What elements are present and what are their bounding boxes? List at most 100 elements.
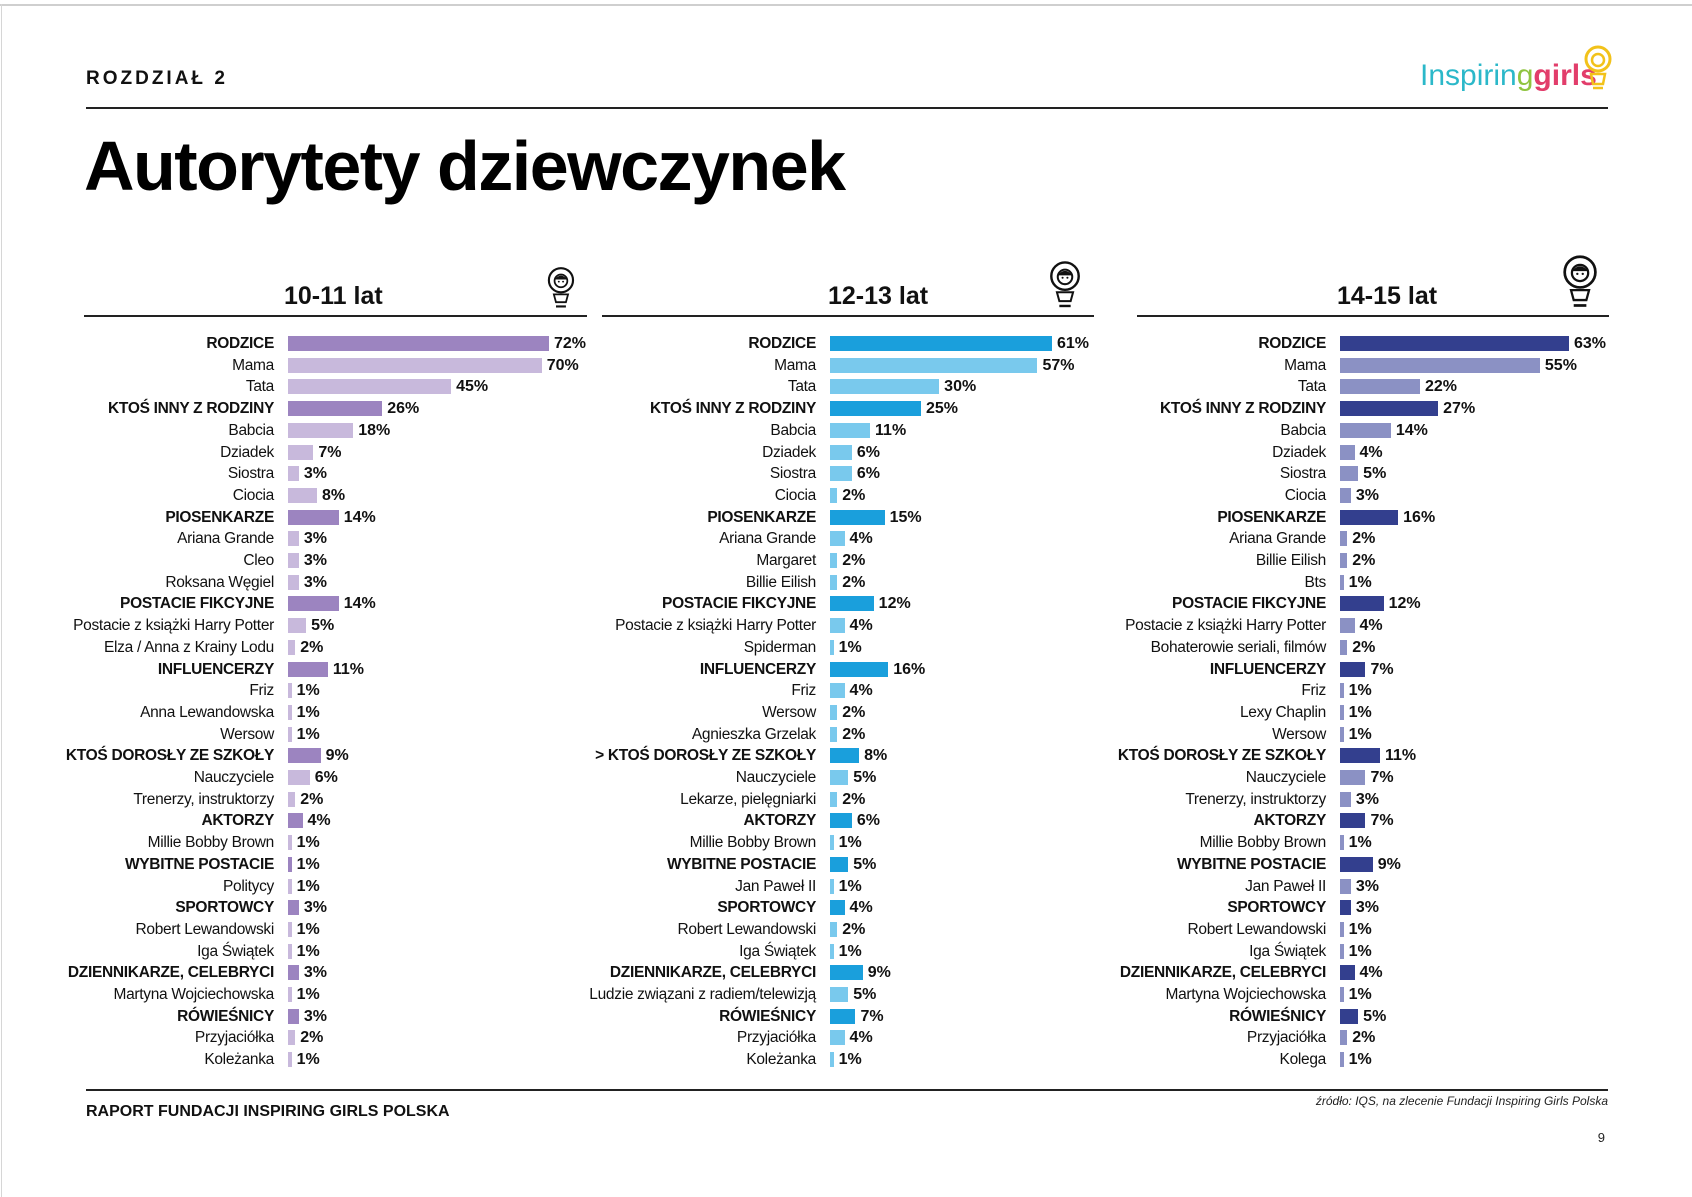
category-row: POSTACIE FIKCYJNE 12% [602,593,1104,614]
category-row: PIOSENKARZE 14% [84,507,597,528]
bar-value-label: 4% [849,899,873,917]
bar [1340,336,1569,351]
bar [288,444,314,460]
bar [288,466,299,482]
item-row: Postacie z książki Harry Potter 5% [73,615,597,636]
bar-value-label: 2% [1352,530,1376,548]
bar-label: Nauczyciele [735,769,817,786]
page-left-border [1,4,2,1197]
bar-value-label: 4% [849,617,873,635]
bar-label: KTOŚ INNY Z RODZINY [1160,400,1326,418]
bar-value-label: 4% [1359,617,1383,635]
page-top-border [0,4,1692,6]
bar-value-label: 4% [849,682,873,700]
bar-value-label: 1% [1348,1051,1372,1069]
bar-value-label: 2% [842,725,866,743]
logo-text-part1: Inspirin [1420,59,1517,92]
category-row: RÓWIEŚNICY 3% [84,1006,597,1027]
category-row: INFLUENCERZY 16% [602,659,1104,680]
bar-value-label: 1% [296,986,320,1003]
bar [1340,965,1355,981]
bar-value-label: 6% [856,443,880,461]
bar [830,574,838,590]
bar [830,596,874,612]
bar [830,835,834,851]
bar [288,509,339,525]
bar-value-label: 45% [456,378,489,396]
bar-label: DZIENNIKARZE, CELEBRYCI [1119,964,1326,982]
bar [830,531,845,547]
bar-value-label: 8% [322,486,346,504]
item-row: Siostra 5% [1137,463,1619,484]
bar-value-label: 55% [1544,356,1577,374]
bar-label: RÓWIEŚNICY [719,1007,816,1025]
bar-value-label: 3% [303,552,327,569]
bar-label: Margaret [756,552,816,569]
bar [1340,661,1366,677]
bar-value-label: 3% [303,465,327,483]
item-row: Roksana Węgiel 3% [84,572,597,593]
bar [1340,770,1366,785]
chart-title: 14-15 lat [1337,282,1438,310]
bar-label: Trenerzy, instruktorzy [1185,790,1326,808]
bar [830,618,845,634]
bar-value-label: 3% [1355,790,1380,808]
bar-label: KTOŚ INNY Z RODZINY [108,400,274,418]
bar-value-label: 5% [853,769,877,786]
item-row: Billie Eilish 2% [1137,550,1619,571]
bar-value-label: 3% [1355,486,1380,504]
bar [288,336,549,351]
bar [830,639,834,655]
item-row: Mama 57% [602,355,1104,376]
item-row: Przyjaciółka 2% [1137,1027,1619,1048]
bar-label: Babcia [228,421,274,439]
bar-value-label: 12% [1388,595,1421,613]
item-row: Siostra 6% [602,463,1104,484]
bar-label: INFLUENCERZY [157,660,274,678]
category-row: AKTORZY 4% [84,810,597,831]
bar [830,509,885,525]
bar-value-label: 1% [296,682,320,700]
bar-label: Jan Paweł II [735,877,816,895]
bar [830,813,852,829]
bar-label: Cleo [243,552,274,569]
item-row: Nauczyciele 7% [1137,767,1619,788]
bar [830,661,889,677]
bar-label: Ciocia [774,486,817,504]
bar-label: Koleżanka [204,1051,274,1069]
bar [830,357,1038,373]
bar-value-label: 1% [296,920,320,938]
bar-label: Przyjaciółka [736,1029,816,1047]
category-row: > KTOŚ DOROSŁY ZE SZKOŁY 8% [595,745,1104,766]
bar-label: Wersow [220,725,274,743]
category-row: AKTORZY 7% [1137,810,1619,831]
bar-label: Tata [1297,378,1326,396]
bar-value-label: 9% [1377,855,1401,873]
bar [288,987,292,1002]
category-row: RODZICE 61% [602,333,1104,354]
category-row: SPORTOWCY 4% [602,897,1104,918]
category-row: DZIENNIKARZE, CELEBRYCI 4% [1120,962,1619,983]
bar-label: INFLUENCERZY [699,660,816,678]
bar [288,1008,299,1024]
bar-label: Siostra [769,465,816,483]
bar-value-label: 1% [296,877,320,895]
bar-value-label: 2% [300,1029,324,1047]
bar [830,726,838,742]
bar-value-label: 2% [1352,638,1376,656]
bar-label: Friz [791,682,816,700]
item-row: Billie Eilish 2% [602,572,1104,593]
category-row: KTOŚ DOROSŁY ZE SZKOŁY 11% [1118,745,1619,766]
bar-value-label: 7% [1370,769,1394,786]
bar-label: Nauczyciele [1245,769,1327,786]
bar [1340,553,1348,568]
bar-value-label: 6% [856,812,880,830]
item-row: Margaret 2% [602,550,1104,571]
item-row: Przyjaciółka 2% [84,1027,597,1048]
bar [830,379,940,395]
item-row: Ariana Grande 4% [602,528,1104,549]
lightbulb-girl-icon [1584,45,1612,90]
bar-label: RODZICE [1258,335,1326,352]
bar-label: Dziadek [1272,443,1326,461]
item-row: Bohaterowie seriali, filmów 2% [1137,637,1619,658]
